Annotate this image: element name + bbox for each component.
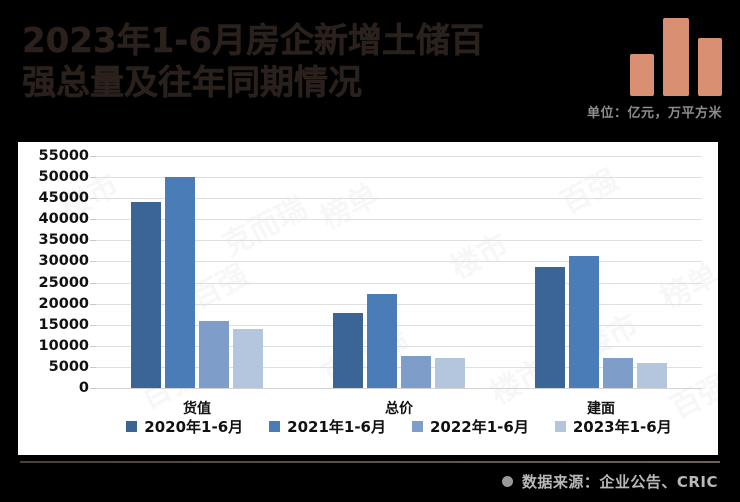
y-axis-tickmark — [90, 366, 96, 368]
header: 2023年1-6月房企新增土储百 强总量及往年同期情况 单位：亿元，万平方米 — [0, 0, 740, 136]
y-axis-tickmark — [90, 240, 96, 242]
y-axis-label: 25000 — [38, 274, 89, 291]
footer-divider — [20, 461, 720, 463]
y-axis-tickmark — [90, 198, 96, 200]
gridline — [96, 366, 702, 368]
deco-bar-2 — [663, 18, 689, 96]
bar[interactable] — [401, 356, 431, 388]
gridline — [96, 345, 702, 347]
bar[interactable] — [535, 267, 565, 388]
y-axis-label: 35000 — [38, 232, 89, 249]
gridline — [96, 282, 702, 284]
legend-item[interactable]: 2021年1-6月 — [269, 416, 386, 437]
legend-swatch-icon — [126, 420, 138, 432]
gridline — [96, 388, 702, 389]
y-axis-label: 20000 — [38, 295, 89, 312]
y-axis-tickmark — [90, 177, 96, 179]
gridline — [96, 324, 702, 326]
gridline — [96, 240, 702, 242]
y-axis-tickmark — [90, 324, 96, 326]
y-axis-label: 5000 — [48, 358, 89, 375]
bar[interactable] — [603, 357, 633, 388]
y-axis-label: 0 — [78, 380, 89, 396]
bar[interactable] — [131, 201, 161, 388]
y-axis-label: 30000 — [38, 253, 89, 270]
bar-group: 总价 — [298, 156, 500, 417]
y-axis-label: 55000 — [38, 148, 89, 164]
y-axis-tickmark — [90, 345, 96, 347]
y-axis-tickmark — [90, 261, 96, 263]
gridline — [96, 177, 702, 179]
x-axis-label: 建面 — [587, 401, 615, 417]
y-axis-label: 10000 — [38, 337, 89, 354]
bar[interactable] — [233, 328, 263, 388]
y-axis-label: 40000 — [38, 211, 89, 228]
bar-group: 货值 — [96, 156, 298, 417]
bar-groups: 货值 总价 建面 — [96, 156, 702, 417]
page-title: 2023年1-6月房企新增土储百 强总量及往年同期情况 — [22, 21, 485, 103]
legend: 2020年1-6月 2021年1-6月 2022年1-6月 2023年1-6月 — [96, 414, 702, 438]
chart-panel: 楼市百强榜单克而瑞楼市百强楼市百强榜单克而瑞楼市百强 0500010000150… — [18, 142, 718, 455]
bar[interactable] — [569, 255, 599, 388]
legend-label: 2022年1-6月 — [430, 417, 529, 436]
bar[interactable] — [199, 320, 229, 388]
legend-label: 2023年1-6月 — [572, 417, 672, 436]
y-axis-tickmark — [90, 282, 96, 284]
bullet-icon — [501, 476, 513, 487]
source-text: 数据来源：企业公告、CRIC — [521, 473, 718, 491]
legend-swatch-icon — [412, 420, 423, 432]
y-axis-label: 50000 — [38, 169, 89, 186]
bars — [96, 156, 298, 388]
gridline — [96, 198, 702, 200]
legend-label: 2021年1-6月 — [287, 417, 386, 436]
legend-swatch-icon — [269, 420, 281, 432]
legend-label: 2020年1-6月 — [144, 417, 244, 436]
y-axis-label: 15000 — [38, 316, 89, 333]
y-axis-tickmark — [90, 219, 96, 221]
bar-group: 建面 — [500, 156, 702, 417]
deco-bar-3 — [698, 38, 722, 96]
gridline — [96, 219, 702, 221]
bar[interactable] — [367, 293, 397, 388]
footer: 数据来源：企业公告、CRIC — [0, 455, 740, 502]
source-line: 数据来源：企业公告、CRIC — [501, 471, 718, 492]
deco-bar-1 — [630, 54, 654, 96]
bar[interactable] — [333, 313, 363, 388]
gridline — [96, 303, 702, 305]
legend-item[interactable]: 2022年1-6月 — [412, 416, 529, 437]
legend-item[interactable]: 2020年1-6月 — [126, 416, 243, 437]
y-axis-tickmark — [90, 156, 96, 157]
bar[interactable] — [637, 362, 667, 388]
decorative-bar-chart-icon — [630, 18, 722, 96]
bar[interactable] — [435, 358, 465, 388]
x-axis-label: 总价 — [385, 401, 413, 417]
plot-area: 0 5000 10000 15000 20000 25000 30000 35000 40000… — [39, 148, 702, 417]
y-axis-tickmark — [90, 388, 96, 389]
y-axis-tickmark — [90, 303, 96, 305]
gridline — [96, 156, 702, 157]
legend-swatch-icon — [554, 420, 566, 432]
bars — [500, 156, 702, 388]
x-axis-label: 货值 — [183, 401, 211, 417]
unit-label: 单位：亿元，万平方米 — [586, 106, 722, 121]
y-axis-label: 45000 — [38, 190, 89, 207]
gridline — [96, 261, 702, 263]
legend-item[interactable]: 2023年1-6月 — [554, 416, 672, 437]
bars — [298, 156, 500, 388]
bar[interactable] — [165, 176, 195, 388]
